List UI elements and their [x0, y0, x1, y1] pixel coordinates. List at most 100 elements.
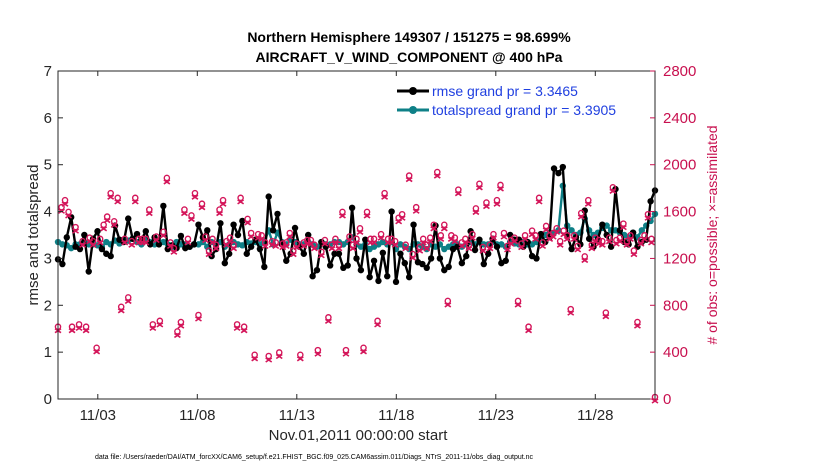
obs-assimilated-marker	[314, 351, 322, 357]
obs-assimilated-marker	[648, 240, 655, 246]
spread-point	[568, 227, 575, 234]
rmse-point	[423, 264, 430, 271]
obs-assimilated-marker	[82, 328, 90, 334]
rmse-point	[370, 257, 378, 264]
obs-possible-marker	[433, 168, 441, 176]
obs-assimilated-marker	[581, 257, 589, 264]
obs-point	[616, 234, 624, 245]
y-axis-label: rmse and totalspread	[25, 165, 42, 306]
obs-assimilated-marker	[86, 239, 94, 245]
obs-assimilated-marker	[275, 353, 283, 360]
obs-point	[577, 209, 585, 220]
obs-point	[349, 241, 357, 252]
obs-possible-marker	[367, 235, 374, 243]
obs-possible-marker	[311, 241, 318, 249]
obs-point	[648, 235, 655, 246]
obs-possible-marker	[602, 309, 610, 316]
obs-point	[180, 206, 188, 217]
obs-point	[430, 221, 438, 232]
obs-possible-marker	[205, 247, 213, 254]
rmse-point	[559, 163, 567, 171]
obs-point	[230, 241, 238, 252]
obs-possible-marker	[265, 352, 273, 360]
y2-tick-label: 2800	[663, 63, 696, 80]
rmse-point	[234, 231, 242, 239]
obs-point	[202, 233, 209, 244]
obs-possible-marker	[61, 196, 69, 204]
rmse-point	[436, 255, 444, 262]
obs-possible-marker	[328, 241, 336, 249]
obs-possible-marker	[96, 235, 104, 243]
obs-point	[96, 235, 104, 246]
obs-assimilated-marker	[539, 243, 547, 250]
obs-point	[195, 311, 202, 322]
obs-assimilated-marker	[223, 242, 231, 248]
obs-assimilated-marker	[637, 241, 645, 247]
rmse-point	[585, 235, 593, 242]
obs-assimilated-marker	[465, 246, 473, 252]
obs-assimilated-marker	[289, 251, 297, 258]
obs-assimilated-marker	[500, 234, 508, 240]
obs-possible-marker	[451, 234, 459, 241]
obs-point	[110, 217, 118, 228]
obs-possible-marker	[360, 344, 367, 352]
rmse-point	[243, 250, 250, 257]
rmse-point	[256, 245, 264, 253]
obs-possible-marker	[184, 235, 192, 243]
y2-tick-label: 400	[663, 344, 688, 361]
obs-assimilated-marker	[426, 239, 434, 245]
y2-axis-label: # of obs: o=possible; ×=assimilated	[704, 125, 720, 344]
obs-point	[398, 210, 406, 221]
obs-possible-marker	[279, 240, 287, 247]
obs-possible-marker	[237, 194, 244, 202]
obs-assimilated-marker	[535, 199, 543, 205]
obs-point	[93, 344, 101, 355]
obs-point	[402, 241, 410, 252]
obs-point	[605, 234, 613, 245]
obs-possible-marker	[563, 232, 571, 239]
obs-point	[335, 241, 343, 252]
obs-possible-marker	[595, 236, 603, 244]
obs-assimilated-marker	[472, 209, 480, 216]
obs-point	[114, 194, 122, 205]
obs-point	[173, 328, 181, 339]
obs-possible-marker	[240, 323, 248, 331]
obs-possible-marker	[641, 232, 648, 239]
obs-assimilated-marker	[240, 328, 248, 334]
obs-possible-marker	[479, 243, 487, 251]
obs-point	[61, 196, 69, 207]
obs-possible-marker	[462, 235, 469, 243]
obs-point	[626, 232, 634, 243]
legend-spread-marker	[409, 106, 417, 114]
obs-point	[142, 235, 150, 246]
obs-possible-marker	[493, 196, 501, 204]
obs-assimilated-marker	[574, 247, 582, 253]
obs-possible-marker	[381, 189, 388, 197]
obs-point	[567, 305, 575, 316]
obs-possible-marker	[135, 235, 143, 243]
obs-point	[216, 206, 223, 217]
rmse-point	[76, 245, 84, 253]
obs-assimilated-marker	[651, 398, 659, 404]
obs-assimilated-marker	[230, 246, 238, 252]
rmse-point	[125, 215, 132, 222]
rmse-point	[357, 266, 365, 274]
obs-assimilated-marker	[493, 201, 501, 207]
rmse-point	[392, 278, 400, 286]
obs-assimilated-marker	[205, 251, 213, 258]
obs-assimilated-marker	[626, 236, 634, 243]
y-tick-label: 4	[44, 204, 52, 221]
obs-assimilated-marker	[296, 356, 304, 362]
obs-assimilated-marker	[482, 203, 490, 210]
chart-title: Northern Hemisphere 149307 / 151275 = 98…	[247, 29, 571, 45]
obs-possible-marker	[188, 212, 195, 219]
obs-assimilated-marker	[633, 323, 641, 329]
obs-point	[324, 314, 332, 325]
obs-possible-marker	[170, 244, 178, 252]
rmse-point	[484, 250, 492, 257]
rmse-point	[94, 228, 101, 235]
obs-possible-marker	[606, 234, 613, 241]
obs-assimilated-marker	[616, 239, 624, 245]
obs-assimilated-marker	[244, 220, 252, 226]
obs-point	[514, 297, 522, 308]
